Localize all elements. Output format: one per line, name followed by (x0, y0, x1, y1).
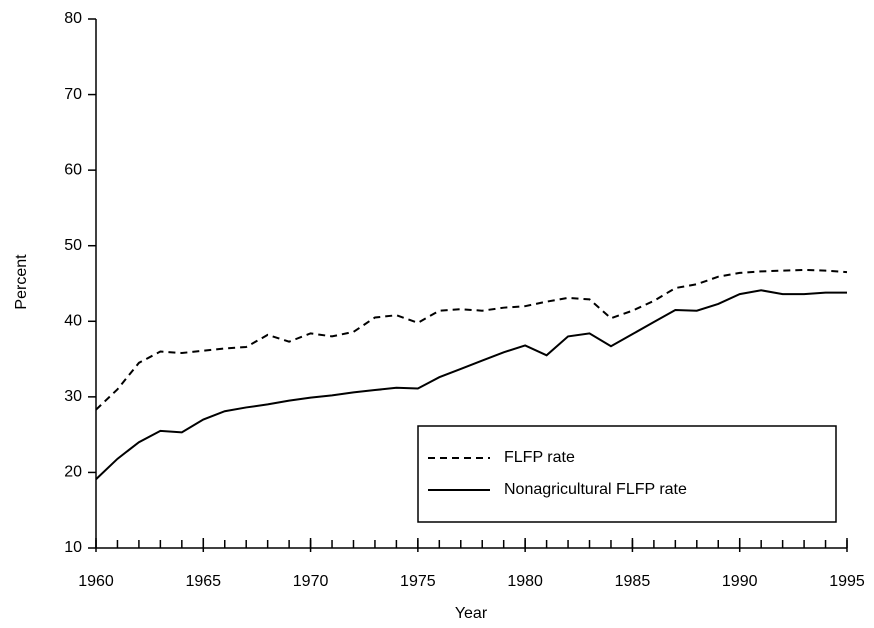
x-tick-label: 1990 (722, 573, 758, 590)
x-tick-label: 1965 (185, 573, 221, 590)
y-tick-label: 50 (64, 237, 82, 254)
x-tick-label: 1960 (78, 573, 114, 590)
y-tick-label: 60 (64, 161, 82, 178)
y-axis-label: Percent (13, 254, 30, 310)
x-axis-label: Year (455, 605, 488, 622)
x-tick-label: 1995 (829, 573, 865, 590)
x-tick-label: 1985 (615, 573, 651, 590)
y-tick-label: 30 (64, 388, 82, 405)
series-line (95, 268, 848, 411)
y-tick-label: 80 (64, 10, 82, 27)
y-tick-label: 20 (64, 464, 82, 481)
legend-label: FLFP rate (504, 449, 575, 466)
y-tick-label: 10 (64, 539, 82, 556)
y-tick-label: 40 (64, 313, 82, 330)
x-tick-label: 1975 (400, 573, 436, 590)
legend-box (417, 425, 837, 523)
legend-label: Nonagricultural FLFP rate (504, 481, 687, 498)
series-line (95, 289, 847, 480)
x-tick-label: 1970 (293, 573, 329, 590)
x-tick-label: 1980 (507, 573, 543, 590)
y-tick-label: 70 (64, 86, 82, 103)
